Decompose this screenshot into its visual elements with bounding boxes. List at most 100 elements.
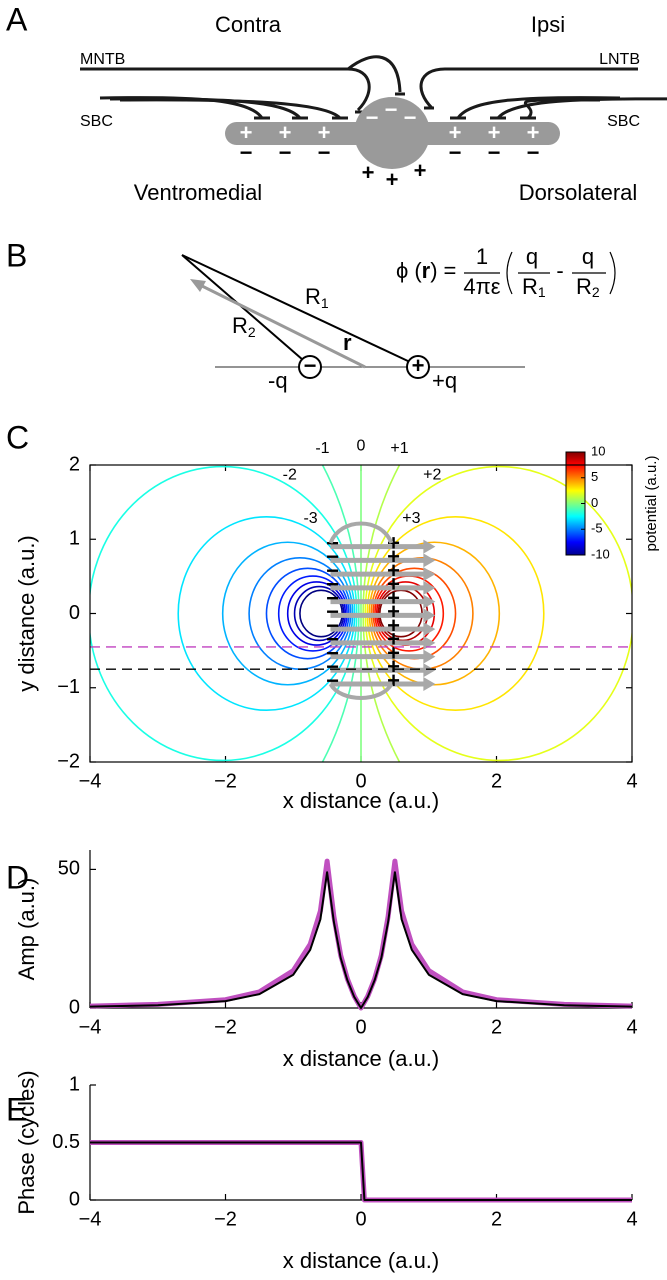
y-tick-label: 2 [69, 453, 80, 475]
x-tick-label: −2 [214, 770, 237, 792]
equation-part: ϕ [396, 258, 408, 283]
x-tick-label: 0 [355, 770, 366, 792]
charge: + [362, 160, 375, 185]
y-tick-label: 0 [69, 996, 80, 1018]
region-label: Dorsolateral [519, 180, 638, 205]
dipole-charge: + [387, 544, 400, 569]
side-label: Contra [215, 12, 282, 37]
panel-letter: E [6, 1091, 27, 1127]
equation-part: = [444, 258, 457, 283]
vector-label: R1 [305, 284, 329, 311]
y-tick-label: 1 [69, 528, 80, 550]
x-tick-label: 4 [626, 1208, 637, 1230]
dipole-charge: − [326, 654, 339, 679]
dipole-charge: − [326, 585, 339, 610]
x-tick-label: 2 [491, 1208, 502, 1230]
dipole-arrow-head [423, 677, 436, 692]
contour-line [321, 465, 360, 762]
charge: + [488, 120, 501, 145]
dipole-charge: − [326, 599, 339, 624]
y-tick-label: 1 [69, 1073, 80, 1095]
dipole-charge: − [326, 613, 339, 638]
plot-frame [89, 464, 633, 763]
input-label: SBC [80, 113, 113, 130]
dipole-arrow-head [423, 622, 436, 637]
equation-part: 1 [476, 244, 488, 269]
y-tick-label: 0.5 [52, 1131, 80, 1153]
dipole-charge: + [387, 558, 400, 583]
dipole-charge: − [326, 544, 339, 569]
contour-label: -2 [283, 466, 297, 483]
vector-label: r [343, 330, 352, 355]
equation-part: R2 [576, 274, 600, 300]
dipole-arrow-head [423, 649, 436, 664]
input-label: SBC [607, 113, 640, 130]
dipole-arrow-head [423, 567, 436, 582]
charge: + [527, 120, 540, 145]
charge-circle [298, 355, 322, 379]
charge: − [304, 353, 317, 378]
x-tick-label: −4 [79, 1208, 102, 1230]
x-tick-label: 4 [626, 770, 637, 792]
x-tick-label: −4 [79, 1016, 102, 1038]
x-axis-label: x distance (a.u.) [283, 1046, 440, 1071]
y-tick-label: −1 [57, 676, 80, 698]
x-tick-label: 2 [491, 1016, 502, 1038]
subscript: 1 [538, 284, 546, 300]
input-label: MNTB [80, 51, 125, 68]
dipole-charge: − [326, 572, 339, 597]
subscript: 1 [321, 295, 329, 311]
dipole-arrow-head [423, 663, 436, 678]
y-tick-label: 0 [69, 1188, 80, 1210]
equation-part: q [526, 244, 538, 269]
vector-r1 [181, 254, 411, 363]
dipole-arrow-head [423, 594, 436, 609]
dipole-charge: − [326, 627, 339, 652]
subscript: 2 [248, 324, 256, 340]
dipole-loop [328, 521, 394, 700]
contour-label: 0 [357, 438, 366, 455]
data-line [89, 871, 633, 1009]
contour-label: -3 [303, 510, 317, 527]
paren [609, 251, 616, 295]
equation-part: - [556, 258, 563, 283]
dipole-charge: − [326, 558, 339, 583]
region-label: Ventromedial [134, 180, 262, 205]
colorbar-tick-label: 5 [591, 469, 598, 484]
x-tick-label: 2 [491, 770, 502, 792]
panel-letter: C [6, 419, 29, 455]
dipole-arrow-head [423, 635, 436, 650]
y-axis-label: Amp (a.u.) [14, 878, 39, 981]
colorbar-tick-label: 10 [591, 443, 605, 458]
contour-label: -1 [315, 440, 329, 457]
side-label: Ipsi [531, 12, 565, 37]
colorbar-tick-label: -10 [591, 546, 610, 561]
y-axis-label: Phase (cycles) [14, 1070, 39, 1214]
dipole-arrow-head [423, 539, 436, 554]
x-tick-label: −4 [79, 770, 102, 792]
charge: + [318, 120, 331, 145]
charges: + + + + + + − − − − − − − − − + + + [240, 97, 540, 192]
subscript: 2 [592, 284, 600, 300]
charge-label: +q [432, 368, 457, 393]
x-tick-label: −2 [214, 1208, 237, 1230]
vector-label: R [305, 284, 321, 309]
panel-letter: D [6, 859, 29, 895]
dipole-charge: + [387, 599, 400, 624]
dipole-charge: + [387, 572, 400, 597]
x-axis-label: x distance (a.u.) [283, 1248, 440, 1273]
vector-label: R2 [232, 313, 256, 340]
contour-group: − +− +− +− +− +− +− +− +− +− +− + [90, 465, 632, 762]
x-tick-label: 4 [626, 1016, 637, 1038]
charge: − [527, 140, 540, 165]
charge: − [404, 105, 417, 130]
contour-label: +3 [402, 510, 420, 527]
equation: ϕ (r) = 1 4πε q R1 - q R2 [396, 244, 616, 300]
y-tick-label: −2 [57, 750, 80, 772]
equation-part: ( [414, 258, 422, 283]
panel-b: B − + R1 R2 r -q +q ϕ (r) = 1 4πε q R1 - q… [6, 237, 616, 393]
y-axis-label: y distance (a.u.) [14, 535, 39, 692]
dipole-arrow-head [423, 553, 436, 568]
charge: + [412, 353, 425, 378]
x-axis-label: x distance (a.u.) [283, 788, 440, 813]
